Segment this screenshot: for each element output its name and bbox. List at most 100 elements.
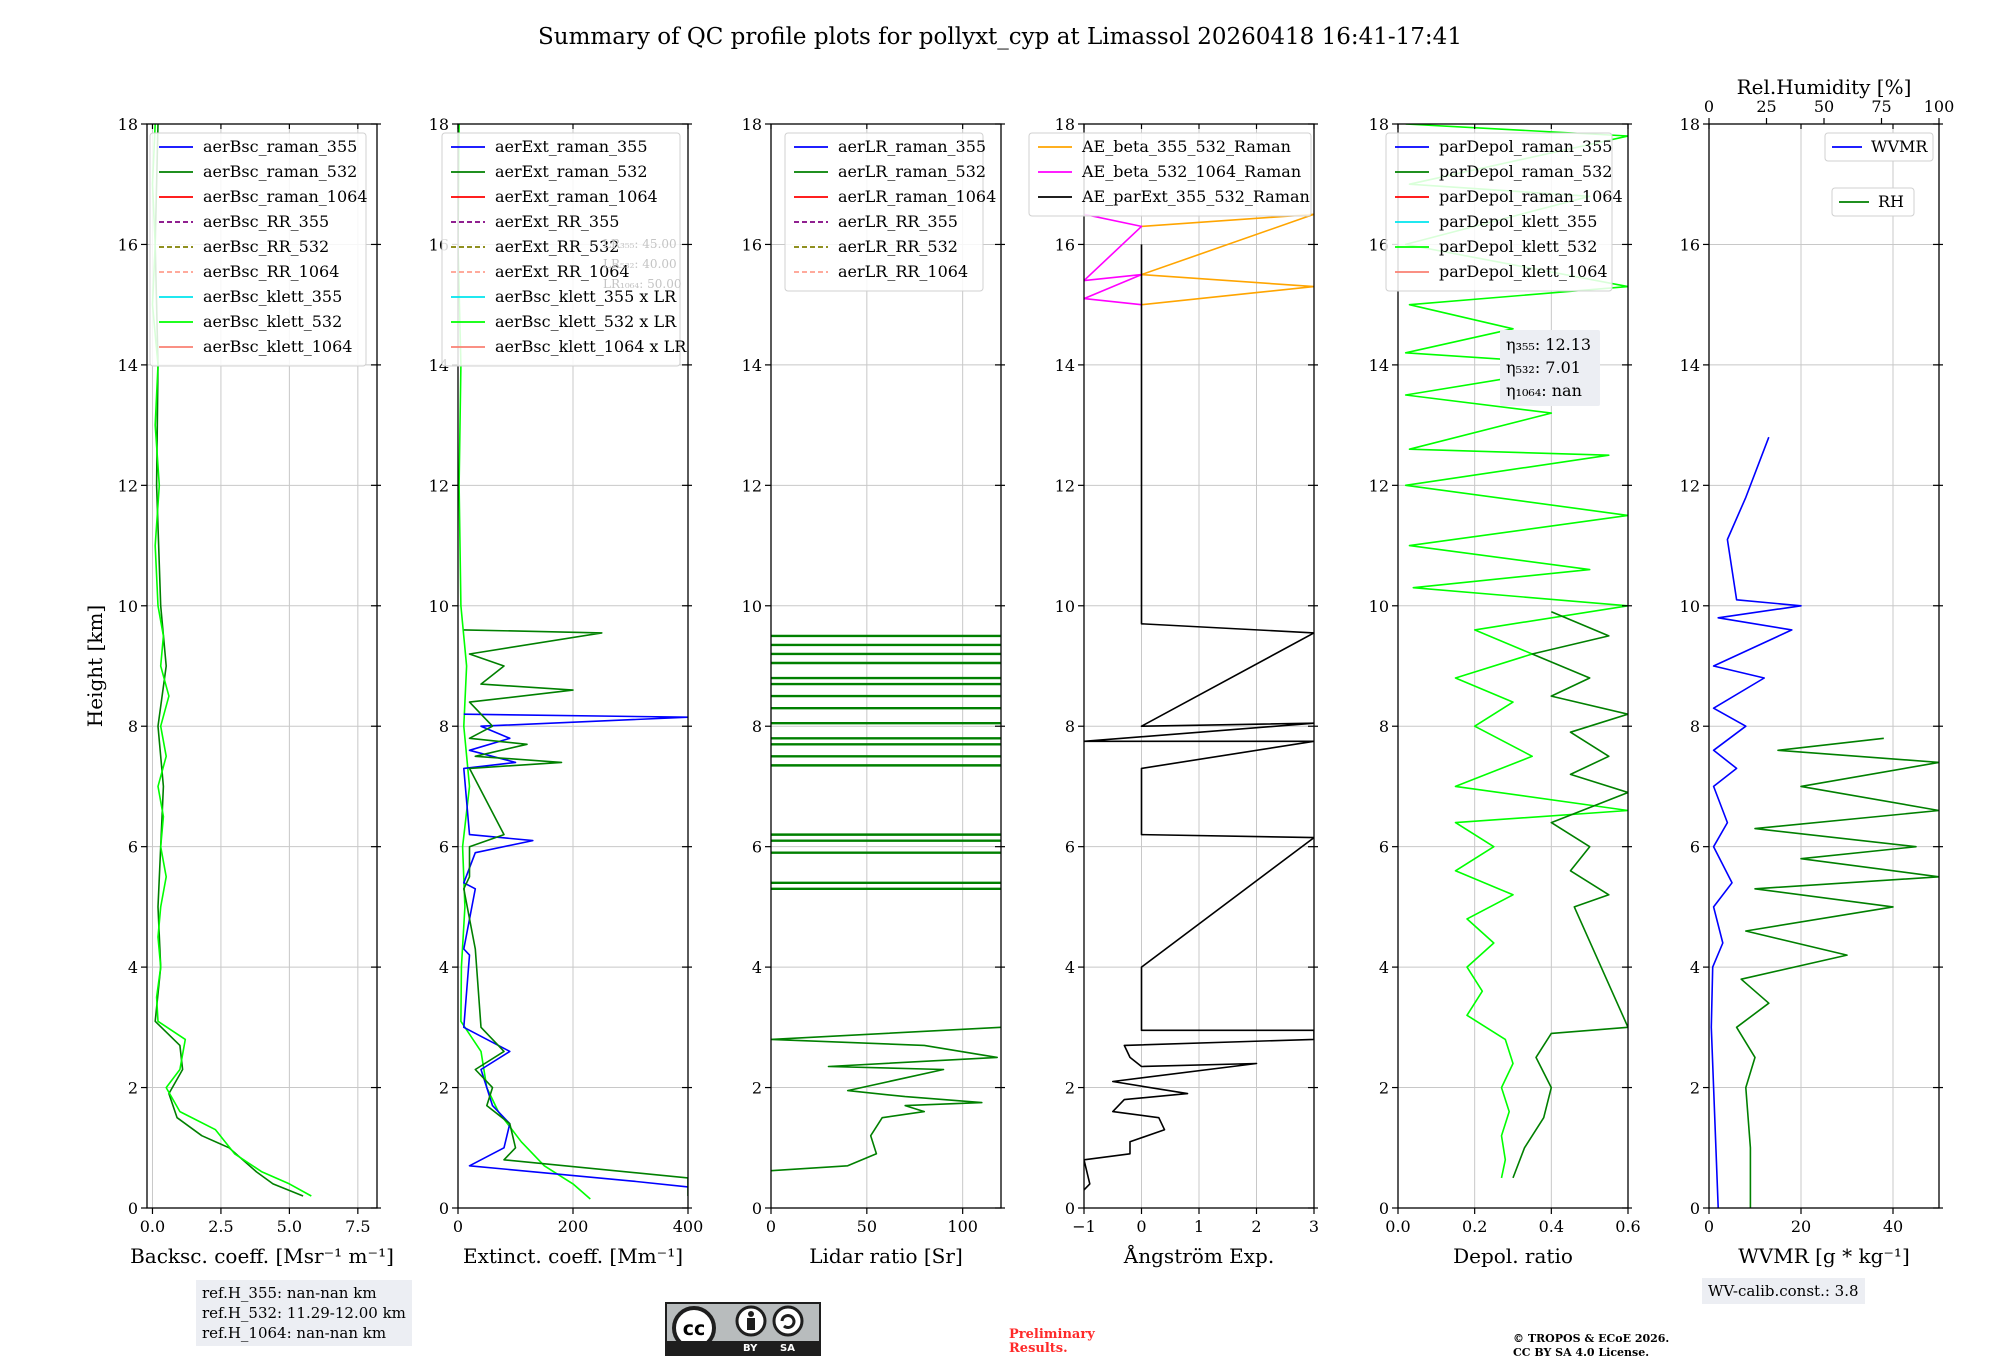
lr-note: LR₅₃₂: 40.00	[603, 257, 677, 271]
legend-label: aerBsc_RR_532	[203, 237, 329, 256]
legend-label: parDepol_raman_532	[1439, 162, 1612, 181]
y-tick-label: 12	[742, 476, 762, 495]
plot-area	[1404, 124, 1628, 1179]
legend-label: aerExt_RR_1064	[495, 262, 630, 281]
x-tick-label: 20	[1791, 1217, 1811, 1236]
x-tick-label: 100	[947, 1217, 978, 1236]
series-parDepol_raman_532	[1512, 611, 1628, 1179]
legend-label: WVMR	[1871, 137, 1928, 156]
legend-label: aerLR_RR_355	[838, 212, 958, 231]
y-tick-label: 2	[1065, 1079, 1075, 1098]
axes-frame	[1397, 123, 1629, 1209]
legend-label: AE_beta_355_532_Raman	[1081, 137, 1291, 156]
y-tick-label: 8	[752, 717, 762, 736]
y-tick-label: 14	[1055, 356, 1075, 375]
x-tick-label: 2	[1251, 1217, 1261, 1236]
top-x-tick-label: 100	[1924, 97, 1955, 116]
legend-label: AE_parExt_355_532_Raman	[1081, 187, 1310, 206]
legend-label: parDepol_klett_1064	[1439, 262, 1608, 281]
legend-label: parDepol_klett_532	[1439, 237, 1597, 256]
y-tick-label: 8	[128, 717, 138, 736]
cc-sa-label: SA	[780, 1343, 795, 1354]
legend-box	[1028, 132, 1312, 217]
y-tick-label: 8	[1065, 717, 1075, 736]
x-axis-label: Backsc. coeff. [Msr⁻¹ m⁻¹]	[130, 1244, 394, 1268]
legend: parDepol_raman_355 parDepol_raman_532 parD…	[1385, 132, 1623, 292]
top-x-tick-label: 50	[1814, 97, 1834, 116]
copyright-line-2: CC BY SA 4.0 License.	[1513, 1346, 1650, 1359]
y-tick-label: 18	[742, 115, 762, 134]
panel-depol: 0.0 0.2 0.4 0.6 0 2 4 6 8 10 12 14 16 18 Depol. ratio p…	[1369, 115, 1641, 1268]
y-tick-label: 2	[439, 1079, 449, 1098]
legend-label: aerExt_RR_532	[495, 237, 619, 256]
x-tick-label: 400	[673, 1217, 704, 1236]
panel-bsc: 0.0 2.5 5.0 7.5 0 2 4 6 8 10 12 14 16 18 Backsc. coeff…	[83, 115, 394, 1268]
x-tick-label: 7.5	[345, 1217, 370, 1236]
svg-text:cc: cc	[683, 1318, 706, 1340]
copyright-line-1: © TROPOS & ECoE 2026.	[1513, 1332, 1670, 1345]
legend-label: aerBsc_klett_1064	[203, 337, 352, 356]
top-x-axis-label: Rel.Humidity [%]	[1737, 75, 1912, 99]
x-tick-label: 0.0	[140, 1217, 165, 1236]
y-tick-label: 16	[1055, 235, 1075, 254]
y-tick-label: 6	[439, 838, 449, 857]
y-tick-label: 0	[439, 1199, 449, 1218]
x-axis-label: Depol. ratio	[1453, 1244, 1573, 1268]
series-RH	[1735, 737, 1939, 1208]
legend-label: aerBsc_klett_532 x LR	[495, 312, 677, 331]
y-tick-label: 4	[1379, 958, 1389, 977]
y-tick-label: 4	[439, 958, 449, 977]
preliminary-line-1: Preliminary	[1009, 1327, 1095, 1342]
x-axis-label: Extinct. coeff. [Mm⁻¹]	[463, 1244, 683, 1268]
x-tick-label: 0.0	[1385, 1217, 1410, 1236]
x-tick-label: 3	[1309, 1217, 1319, 1236]
legend-box	[1385, 132, 1613, 292]
legend: aerBsc_raman_355 aerBsc_raman_532 aerBsc_r…	[149, 132, 368, 367]
x-tick-label: 2.5	[208, 1217, 233, 1236]
x-tick-label: 50	[857, 1217, 877, 1236]
legend-box	[784, 132, 984, 292]
y-tick-label: 10	[742, 597, 762, 616]
y-tick-label: 18	[1055, 115, 1075, 134]
y-tick-label: 18	[429, 115, 449, 134]
plot-area	[1084, 213, 1314, 1191]
legend-label: aerLR_RR_532	[838, 237, 958, 256]
x-axis-label: Lidar ratio [Sr]	[809, 1244, 963, 1268]
y-tick-label: 6	[1379, 838, 1389, 857]
eta-label: η₁₀₆₄: nan	[1506, 381, 1582, 400]
series-AE_beta_532_1064_Raman	[1084, 213, 1143, 306]
y-tick-label: 8	[1379, 717, 1389, 736]
legend-label: aerExt_raman_532	[495, 162, 648, 181]
panel-wv: 0 20 40 0 2 4 6 8 10 12 14 16 18 WVMR [g * kg⁻¹] 0 25 50…	[1680, 75, 1955, 1268]
eta-label: η₃₅₅: 12.13	[1506, 335, 1591, 354]
y-tick-label: 14	[1369, 356, 1389, 375]
y-tick-label: 16	[1369, 235, 1389, 254]
legend-box	[149, 132, 367, 367]
plot-area	[458, 124, 688, 1200]
legend-label: aerBsc_RR_1064	[203, 262, 339, 281]
y-tick-label: 18	[118, 115, 138, 134]
y-tick-label: 12	[1369, 476, 1389, 495]
series-aerExt_raman_532	[463, 629, 688, 1196]
x-tick-label: 0	[453, 1217, 463, 1236]
y-tick-label: 12	[1055, 476, 1075, 495]
axes-frame	[770, 123, 1002, 1209]
legend-label: aerExt_RR_355	[495, 212, 619, 231]
x-tick-label: 0	[766, 1217, 776, 1236]
y-tick-label: 10	[1680, 597, 1700, 616]
plot-area	[771, 634, 1001, 1172]
legend-label: aerLR_raman_532	[838, 162, 986, 181]
x-tick-label: 0.6	[1615, 1217, 1640, 1236]
lr-note: LR₃₅₅: 45.00	[603, 237, 677, 251]
x-tick-label: −1	[1072, 1217, 1096, 1236]
eta-box	[1500, 330, 1600, 406]
y-tick-label: 14	[742, 356, 762, 375]
x-tick-label: 0	[1704, 1217, 1714, 1236]
legend-box	[441, 132, 681, 367]
x-tick-label: 200	[558, 1217, 589, 1236]
eta-label: η₅₃₂: 7.01	[1506, 358, 1581, 377]
legend-label: aerLR_RR_1064	[838, 262, 968, 281]
y-tick-label: 12	[429, 476, 449, 495]
y-tick-label: 6	[128, 838, 138, 857]
